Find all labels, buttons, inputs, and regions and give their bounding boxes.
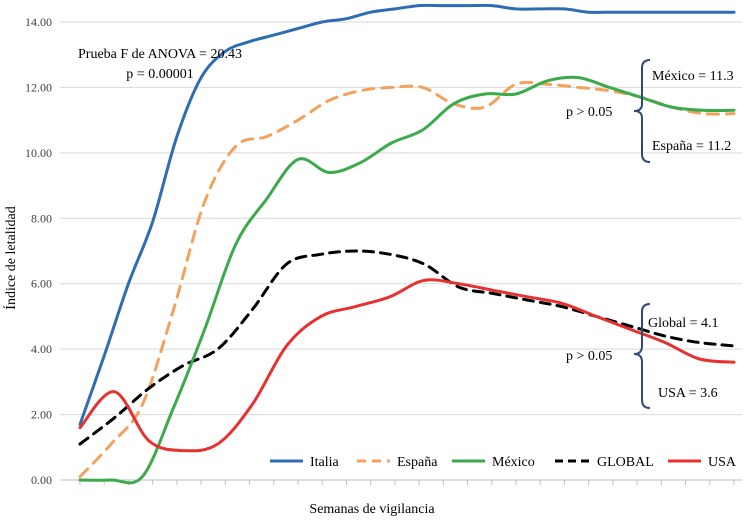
- series-line-usa: [78, 278, 736, 453]
- series-line-espana: [78, 80, 736, 479]
- legend-label-mexico: México: [492, 455, 535, 470]
- series-line-italia: [78, 3, 736, 426]
- anova-annotation: Prueba F de ANOVA = 20.43: [78, 47, 242, 62]
- mexico-value-label: México = 11.3: [652, 69, 734, 84]
- lower-bracket: [633, 303, 651, 409]
- legend: Italia España México GLOBAL USA: [270, 455, 737, 470]
- legend-label-espana: España: [397, 455, 438, 470]
- series-line-global: [78, 249, 736, 446]
- y-tick-label-2: 4.00: [31, 342, 52, 356]
- y-tick-label-1: 2.00: [31, 408, 52, 422]
- x-axis-label: Semanas de vigilancia: [309, 502, 435, 517]
- upper-p-label: p > 0.05: [566, 105, 612, 120]
- y-tick-labels: 0.00 2.00 4.00 6.00 8.00 10.00 12.00 14.00: [25, 15, 52, 487]
- espana-value-label: España = 11.2: [652, 139, 731, 154]
- usa-value-label: USA = 3.6: [658, 386, 718, 401]
- series-line-mexico: [78, 75, 736, 485]
- y-axis-label: Índice de letalidad: [2, 206, 19, 309]
- series-lines: [78, 3, 736, 485]
- legend-label-italia: Italia: [310, 455, 340, 470]
- legend-label-global: GLOBAL: [597, 455, 654, 470]
- global-value-label: Global = 4.1: [648, 316, 719, 331]
- y-tick-label-6: 12.00: [25, 80, 52, 94]
- axes: [60, 479, 742, 485]
- y-tick-label-5: 10.00: [25, 146, 52, 160]
- upper-bracket: [633, 59, 651, 163]
- anova-p-annotation: p = 0.00001: [126, 67, 193, 82]
- y-tick-label-4: 8.00: [31, 211, 52, 225]
- y-tick-label-3: 6.00: [31, 277, 52, 291]
- y-tick-label-7: 14.00: [25, 15, 52, 29]
- lower-p-label: p > 0.05: [566, 349, 612, 364]
- legend-label-usa: USA: [708, 455, 737, 470]
- y-tick-label-0: 0.00: [31, 473, 52, 487]
